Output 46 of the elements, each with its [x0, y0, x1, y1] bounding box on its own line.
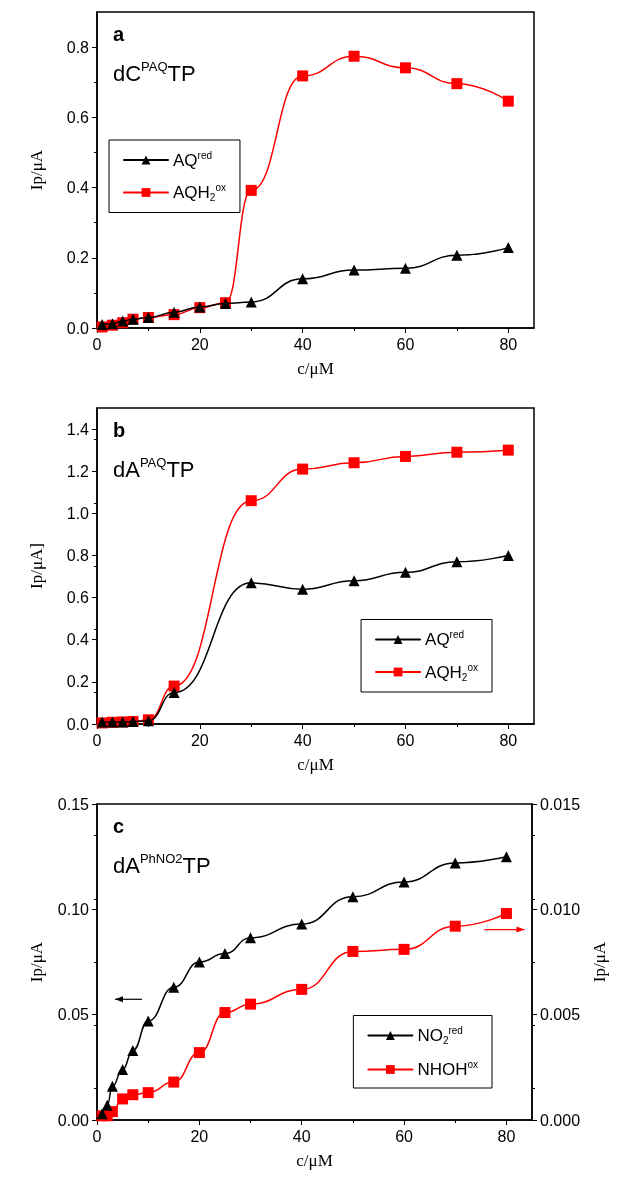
y-tick-label: 0.8	[66, 38, 90, 56]
x-tick-label: 80	[499, 731, 518, 749]
y-tick-label: 0.4	[66, 179, 90, 197]
y-tick-label: 1.4	[66, 420, 90, 438]
y-tick-label: 0.8	[66, 546, 90, 564]
y2-tick-label: 0.005	[540, 1006, 581, 1024]
y-tick-label: 0.6	[66, 108, 90, 126]
y-tick-label: 0.00	[57, 1111, 90, 1129]
y-axis-title: Ip/μA	[27, 941, 46, 983]
y-tick-label: 0.0	[66, 319, 90, 337]
annotation: a	[113, 23, 125, 45]
x-tick-label: 40	[293, 335, 312, 353]
y-axis-title: Ip/μA]	[27, 543, 46, 589]
y-axis-title: Ip/μA	[27, 149, 46, 191]
y-tick-label: 1.0	[66, 504, 90, 522]
x-tick-label: 80	[499, 335, 518, 353]
x-tick-label: 80	[497, 1127, 516, 1145]
annotation: c	[113, 815, 125, 837]
x-tick-label: 0	[92, 731, 102, 749]
x-tick-label: 20	[190, 335, 209, 353]
x-tick-label: 20	[190, 1127, 209, 1145]
y-tick-label: 1.2	[66, 462, 90, 480]
y2-axis-title: Ip/μA	[589, 941, 609, 983]
y2-tick-label: 0.010	[540, 900, 581, 918]
y-tick-label: 0.4	[66, 631, 90, 649]
y-tick-label: 0.05	[57, 1006, 90, 1024]
y-tick-label: 0.2	[66, 673, 90, 691]
x-tick-label: 60	[395, 1127, 414, 1145]
x-axis-title: c/μM	[297, 755, 334, 774]
x-tick-label: 0	[92, 335, 102, 353]
annotation: b	[113, 419, 126, 441]
y2-tick-label: 0.000	[540, 1111, 581, 1129]
y-tick-label: 0.15	[57, 795, 90, 813]
y2-tick-label: 0.015	[540, 795, 581, 813]
x-tick-label: 60	[396, 731, 415, 749]
y-tick-label: 0.0	[66, 715, 90, 733]
x-tick-label: 40	[293, 731, 312, 749]
x-axis-title: c/μM	[296, 1151, 333, 1170]
y-tick-label: 0.2	[66, 249, 90, 267]
x-tick-label: 60	[396, 335, 415, 353]
y-tick-label: 0.6	[66, 589, 90, 607]
x-tick-label: 40	[292, 1127, 311, 1145]
x-tick-label: 0	[92, 1127, 102, 1145]
x-tick-label: 20	[190, 731, 209, 749]
x-axis-title: c/μM	[297, 359, 334, 378]
y-tick-label: 0.10	[57, 900, 90, 918]
